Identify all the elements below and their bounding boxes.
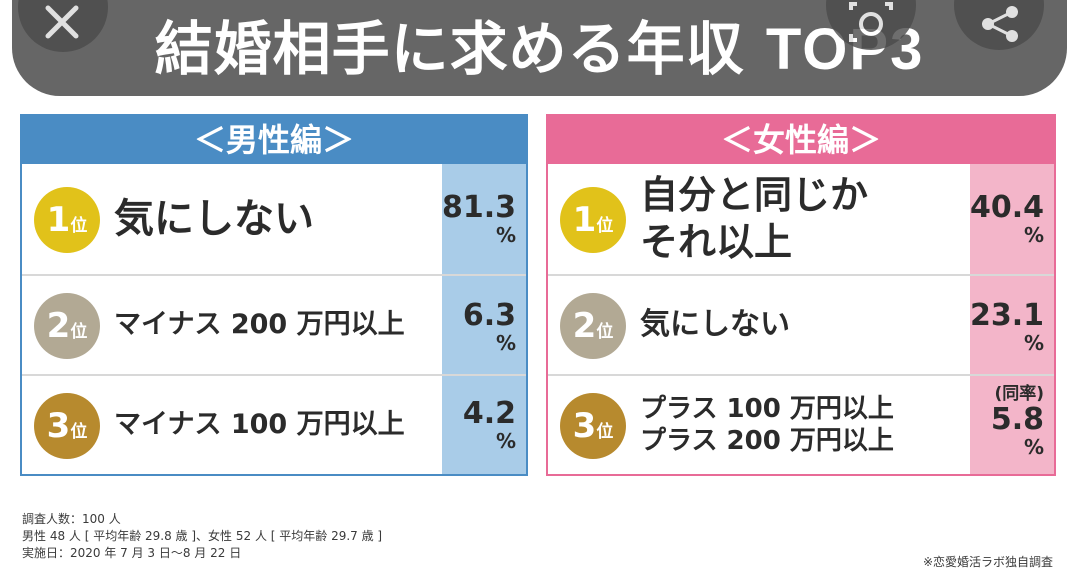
survey-count: 調査人数：100 人: [22, 512, 121, 526]
rank-badge: 3位: [560, 393, 626, 459]
rank-suffix: 位: [70, 322, 88, 342]
row-label: マイナス 200 万円以上: [114, 309, 405, 341]
tie-note: (同率): [994, 384, 1044, 404]
rank-suffix: 位: [70, 216, 88, 236]
close-button[interactable]: [18, 0, 108, 52]
survey-date: 実施日：2020 年 7 月 3 日〜8 月 22 日: [22, 546, 242, 560]
percent-unit: %: [495, 429, 516, 453]
share-icon: [982, 6, 1018, 42]
rank-badge: 2位: [34, 293, 100, 359]
rank-suffix: 位: [596, 422, 614, 442]
female-panel: ＜女性編＞ 1位 自分と同じか それ以上 40.4 % 2位 気にしない 23.…: [546, 114, 1056, 476]
rank-suffix: 位: [70, 422, 88, 442]
percent-unit: %: [1023, 435, 1044, 459]
row-label-line: 自分と同じか: [640, 172, 869, 217]
lens-search-icon: [849, 2, 893, 42]
survey-breakdown: 男性 48 人 [ 平均年齢 29.8 歳 ]、女性 52 人 [ 平均年齢 2…: [22, 529, 383, 543]
table-row: 3位 マイナス 100 万円以上 4.2 %: [22, 376, 526, 474]
table-row: 1位 自分と同じか それ以上 40.4 %: [548, 164, 1054, 276]
percent-cell: (同率) 5.8 %: [970, 376, 1054, 474]
table-row: 1位 気にしない 81.3 %: [22, 164, 526, 276]
percent-value: 6.3: [462, 298, 516, 333]
percent-cell: 6.3 %: [442, 276, 526, 374]
percent-unit: %: [495, 331, 516, 355]
female-header: ＜女性編＞: [548, 116, 1054, 164]
percent-cell: 40.4 %: [970, 164, 1054, 274]
percent-cell: 23.1 %: [970, 276, 1054, 374]
percent-cell: 4.2 %: [442, 376, 526, 474]
title-main: 結婚相手に求める年収: [154, 15, 745, 83]
survey-info: 調査人数：100 人 男性 48 人 [ 平均年齢 29.8 歳 ]、女性 52…: [22, 511, 382, 562]
close-icon: [45, 5, 79, 39]
percent-value: 5.8: [990, 402, 1044, 437]
table-row: 3位 プラス 100 万円以上 プラス 200 万円以上 (同率) 5.8 %: [548, 376, 1054, 474]
row-label: 気にしない: [640, 307, 790, 343]
chart-title: 結婚相手に求める年収 TOP3: [12, 14, 1067, 85]
male-panel: ＜男性編＞ 1位 気にしない 81.3 % 2位 マイナス 200 万円以上 6…: [20, 114, 528, 476]
percent-value: 40.4: [970, 190, 1045, 225]
rank-badge: 1位: [34, 187, 100, 253]
rank-number: 3: [46, 406, 71, 446]
rank-suffix: 位: [596, 322, 614, 342]
rank-number: 3: [572, 406, 597, 446]
row-label: プラス 100 万円以上 プラス 200 万円以上: [640, 376, 966, 474]
lens-button[interactable]: [826, 0, 916, 50]
percent-unit: %: [495, 223, 516, 247]
percent-value: 81.3: [442, 190, 517, 225]
row-label: マイナス 100 万円以上: [114, 409, 405, 441]
share-button[interactable]: [954, 0, 1044, 50]
rank-number: 1: [46, 200, 71, 240]
rank-number: 2: [572, 306, 597, 346]
rank-number: 2: [46, 306, 71, 346]
percent-value: 4.2: [462, 396, 516, 431]
table-row: 2位 気にしない 23.1 %: [548, 276, 1054, 376]
rank-suffix: 位: [596, 216, 614, 236]
row-label-line: それ以上: [640, 220, 793, 264]
rank-number: 1: [572, 200, 597, 240]
row-label-line: プラス 100 万円以上: [640, 393, 894, 424]
row-label-line: プラス 200 万円以上: [640, 426, 894, 456]
row-label: 自分と同じか それ以上: [640, 164, 966, 274]
row-label: 気にしない: [114, 196, 314, 242]
rank-badge: 1位: [560, 187, 626, 253]
rank-badge: 3位: [34, 393, 100, 459]
percent-unit: %: [1023, 331, 1044, 355]
rank-badge: 2位: [560, 293, 626, 359]
source-note: ※恋愛婚活ラボ独自調査: [922, 555, 1053, 569]
male-header: ＜男性編＞: [22, 116, 526, 164]
percent-value: 23.1: [970, 298, 1045, 333]
percent-cell: 81.3 %: [442, 164, 526, 274]
table-row: 2位 マイナス 200 万円以上 6.3 %: [22, 276, 526, 376]
percent-unit: %: [1023, 223, 1044, 247]
